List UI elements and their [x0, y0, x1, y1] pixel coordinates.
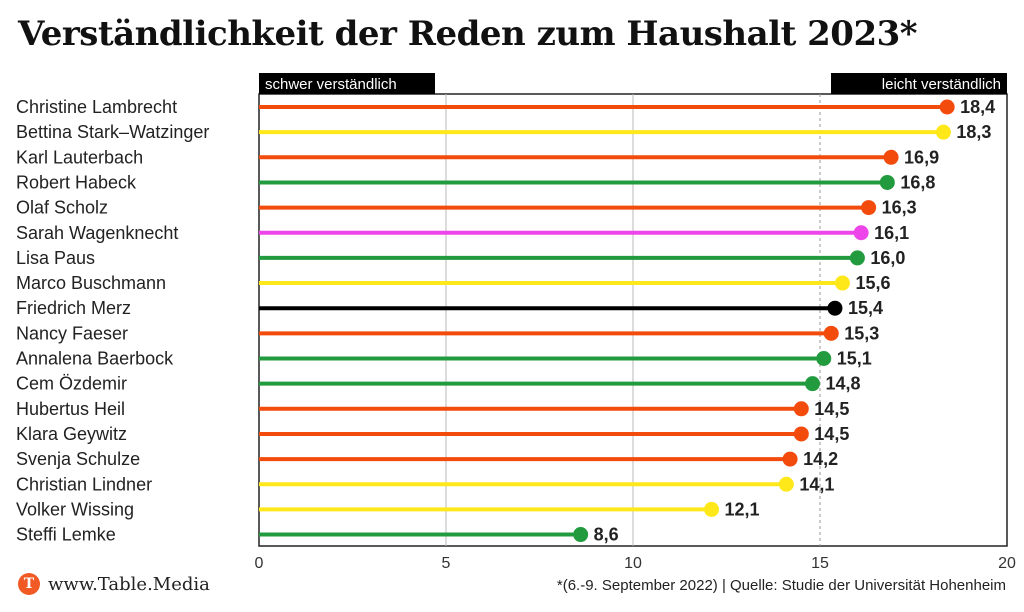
lollipop-dot: [793, 401, 809, 417]
x-tick-label: 10: [624, 555, 642, 572]
chart-row: Annalena Baerbock 15,1: [16, 349, 872, 369]
chart-row: Robert Habeck 16,8: [16, 172, 935, 192]
value-label: 14,1: [799, 474, 834, 494]
value-label: 14,5: [814, 399, 849, 419]
x-tick-label: 5: [442, 555, 451, 572]
value-label: 15,6: [855, 273, 890, 293]
lollipop-dot: [935, 124, 951, 140]
category-label: Klara Geywitz: [16, 424, 127, 444]
value-label: 18,4: [960, 97, 995, 117]
value-label: 14,5: [814, 424, 849, 444]
brand-url: www.Table.Media: [48, 573, 210, 595]
x-tick-label: 20: [998, 555, 1016, 572]
chart-title: Verständlichkeit der Reden zum Haushalt …: [18, 14, 918, 54]
chart-row: Christine Lambrecht 18,4: [16, 97, 995, 117]
lollipop-dot: [778, 476, 794, 492]
value-label: 14,8: [826, 374, 861, 394]
chart-row: Nancy Faeser 15,3: [16, 323, 879, 343]
chart-row: Friedrich Merz 15,4: [16, 298, 883, 318]
lollipop-dot: [816, 351, 832, 366]
lollipop-dot: [805, 376, 821, 392]
chart-row: Bettina Stark–Watzinger 18,3: [16, 122, 991, 142]
value-label: 8,6: [594, 525, 619, 545]
lollipop-dot: [782, 451, 798, 467]
chart-row: Volker Wissing 12,1: [16, 499, 760, 519]
axis-caption-right-box: [831, 73, 1007, 94]
axis-caption-left-box: [259, 73, 435, 94]
lollipop-dot: [853, 225, 869, 241]
chart-row: Lisa Paus 16,0: [16, 248, 905, 268]
chart-row: Klara Geywitz 14,5: [16, 424, 849, 444]
category-label: Olaf Scholz: [16, 198, 108, 218]
lollipop-dot: [834, 275, 850, 291]
category-label: Nancy Faeser: [16, 323, 128, 343]
chart-row: Svenja Schulze 14,2: [16, 449, 838, 469]
value-label: 16,8: [900, 172, 935, 192]
source-note: *(6.-9. September 2022) | Quelle: Studie…: [556, 577, 1006, 594]
x-tick-label: 0: [255, 555, 264, 572]
value-label: 18,3: [956, 122, 991, 142]
chart-row: Sarah Wagenknecht 16,1: [16, 223, 909, 243]
lollipop-dot: [879, 174, 895, 190]
lollipop-dot: [883, 149, 899, 165]
category-label: Svenja Schulze: [16, 449, 140, 469]
value-label: 16,3: [882, 198, 917, 218]
axis-caption-left: schwer verständlich: [259, 73, 435, 94]
lollipop-dot: [849, 250, 865, 266]
value-label: 16,0: [870, 248, 905, 268]
category-label: Volker Wissing: [16, 499, 134, 519]
value-label: 16,9: [904, 147, 939, 167]
lollipop-dot: [793, 426, 809, 442]
category-label: Christine Lambrecht: [16, 97, 177, 117]
category-label: Robert Habeck: [16, 172, 137, 192]
value-label: 15,3: [844, 323, 879, 343]
category-label: Hubertus Heil: [16, 399, 125, 419]
value-label: 16,1: [874, 223, 909, 243]
category-label: Steffi Lemke: [16, 525, 116, 545]
chart-row: Steffi Lemke 8,6: [16, 525, 619, 545]
axis-caption-right-text: leicht verständlich: [882, 76, 1001, 93]
value-label: 15,4: [848, 298, 883, 318]
category-label: Karl Lauterbach: [16, 147, 143, 167]
table-media-logo-icon: T: [18, 573, 40, 595]
chart-row: Marco Buschmann 15,6: [16, 273, 890, 293]
x-tick-label: 15: [811, 555, 829, 572]
chart-row: Christian Lindner 14,1: [16, 474, 834, 494]
value-label: 14,2: [803, 449, 838, 469]
lollipop-dot: [704, 501, 720, 517]
chart-row: Cem Özdemir 14,8: [16, 374, 861, 394]
chart-row: Hubertus Heil 14,5: [16, 399, 849, 419]
value-label: 12,1: [725, 499, 760, 519]
axis-caption-left-text: schwer verständlich: [265, 76, 397, 93]
category-label: Annalena Baerbock: [16, 349, 174, 369]
value-label: 15,1: [837, 349, 872, 369]
category-label: Sarah Wagenknecht: [16, 223, 178, 243]
lollipop-dot: [939, 99, 955, 115]
lollipop-dot: [573, 527, 589, 543]
category-label: Christian Lindner: [16, 474, 152, 494]
category-label: Lisa Paus: [16, 248, 95, 268]
lollipop-dot: [827, 300, 843, 316]
category-label: Friedrich Merz: [16, 298, 131, 318]
category-label: Bettina Stark–Watzinger: [16, 122, 209, 142]
chart-row: Olaf Scholz 16,3: [16, 198, 917, 218]
chart-row: Karl Lauterbach 16,9: [16, 147, 939, 167]
lollipop-dot: [861, 200, 877, 216]
axis-caption-right: leicht verständlich: [831, 73, 1007, 94]
category-label: Cem Özdemir: [16, 374, 127, 394]
category-label: Marco Buschmann: [16, 273, 166, 293]
lollipop-dot: [823, 325, 839, 341]
footer-brand: T www.Table.Media: [18, 573, 210, 595]
